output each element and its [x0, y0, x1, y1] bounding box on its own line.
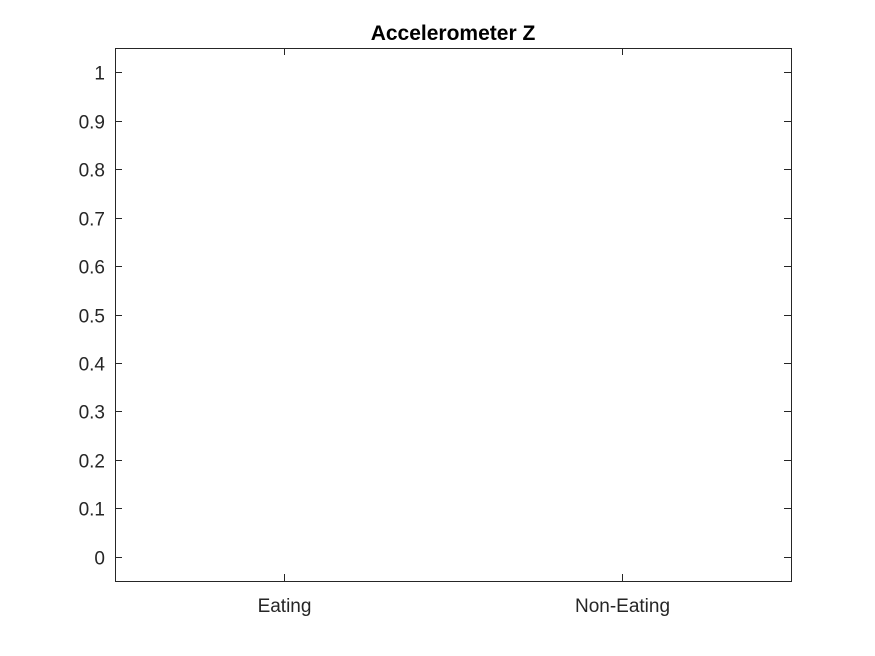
y-tick-label: 0	[94, 549, 105, 570]
x-tick-label-eating: Eating	[258, 596, 312, 617]
x-axis-ticks: Eating Non-Eating	[258, 48, 670, 617]
y-tick-label: 1	[94, 64, 105, 85]
y-tick-label: 0.4	[79, 355, 106, 376]
x-tick-label-non-eating: Non-Eating	[575, 596, 670, 617]
y-tick-label: 0.3	[79, 403, 105, 424]
y-axis-ticks: 0 0.1 0.2 0.3 0.4 0.5 0.6 0.7 0.8 0.9 1	[79, 64, 791, 570]
y-tick-label: 0.7	[79, 210, 105, 231]
y-tick-label: 0.9	[79, 113, 105, 134]
y-tick-label: 0.8	[79, 161, 105, 182]
y-tick-label: 0.6	[79, 258, 105, 279]
chart-title: Accelerometer Z	[371, 22, 536, 45]
y-tick-label: 0.1	[79, 500, 105, 521]
y-tick-label: 0.2	[79, 452, 105, 473]
y-tick-label: 0.5	[79, 307, 105, 328]
